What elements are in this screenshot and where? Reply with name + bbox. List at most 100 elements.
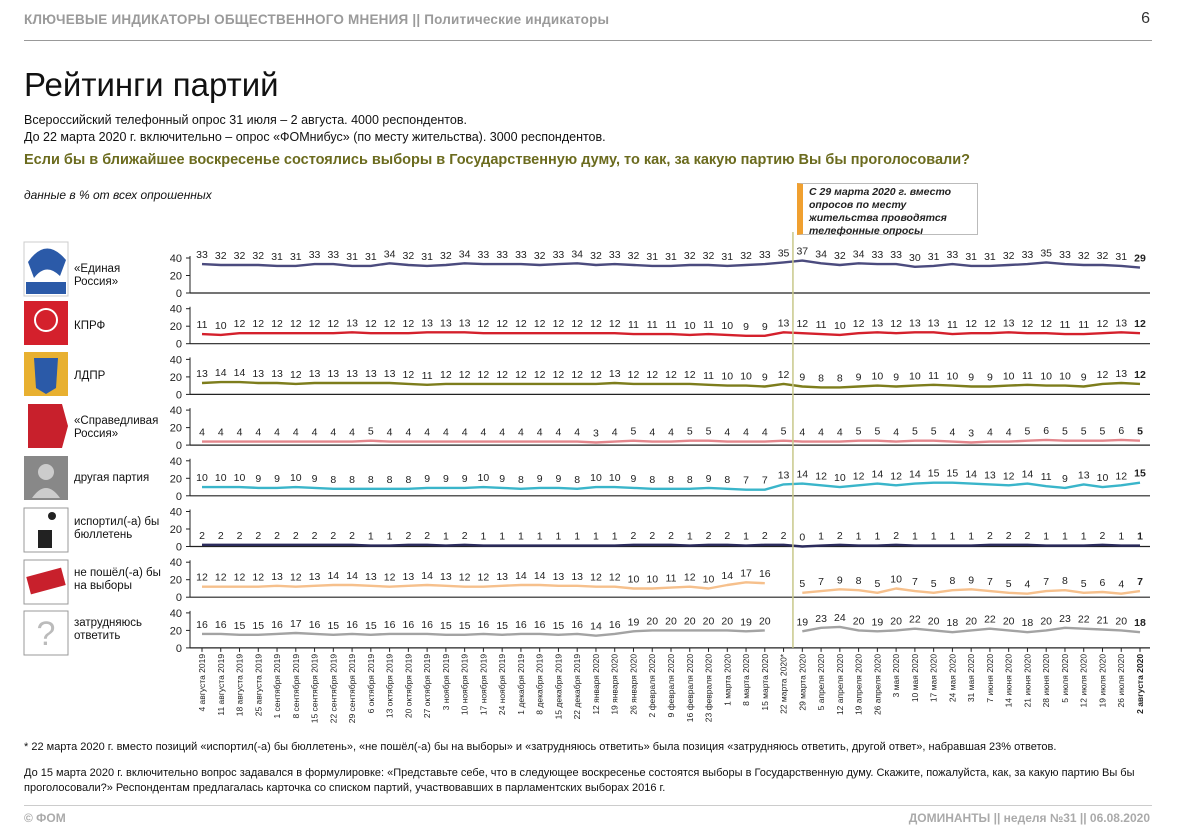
value-label: 13 xyxy=(271,571,283,583)
value-label: 9 xyxy=(837,574,843,586)
value-label: 11 xyxy=(816,319,827,331)
footnote: * 22 марта 2020 г. вместо позиций «испор… xyxy=(24,741,1057,753)
value-label: 13 xyxy=(440,571,452,583)
value-label: 12 xyxy=(1097,369,1109,381)
value-label: 13 xyxy=(440,317,452,329)
value-label: 33 xyxy=(890,249,902,261)
value-label: 2 xyxy=(893,530,899,542)
value-label: 16 xyxy=(215,619,227,631)
value-label: 7 xyxy=(912,576,918,588)
value-label: 31 xyxy=(928,251,940,263)
value-label: 5 xyxy=(687,426,693,438)
value-label: 9 xyxy=(893,372,899,384)
x-tick-label: 1 сентября 2019 xyxy=(272,654,282,719)
value-label: 16 xyxy=(534,619,546,631)
chart-title: Рейтинги партий xyxy=(24,66,279,103)
value-label: 4 xyxy=(893,427,899,439)
value-label: 14 xyxy=(909,469,921,481)
value-label: 4 xyxy=(1118,579,1124,591)
icon-spoiled xyxy=(23,507,69,553)
value-label: 1 xyxy=(931,531,937,543)
icon-er xyxy=(23,241,69,297)
value-label: 12 xyxy=(234,318,246,330)
value-label: 9 xyxy=(556,473,562,485)
value-label: 4 xyxy=(199,427,205,439)
x-tick-label: 9 февраля 2020 xyxy=(666,654,676,718)
x-tick-label: 13 октября 2019 xyxy=(385,654,395,719)
value-label: 2 xyxy=(1100,530,1106,542)
x-tick-label: 8 декабря 2019 xyxy=(535,654,545,715)
value-label: 2 xyxy=(330,530,336,542)
value-label: 12 xyxy=(252,318,264,330)
y-tick-label: 20 xyxy=(170,473,182,485)
value-label: 20 xyxy=(703,615,715,627)
value-label: 10 xyxy=(1097,472,1109,484)
value-label: 1 xyxy=(874,531,880,543)
value-label: 32 xyxy=(628,250,640,262)
value-label: 22 xyxy=(909,614,921,626)
value-label: 5 xyxy=(931,426,937,438)
value-label: 12 xyxy=(778,369,790,381)
value-label: 2 xyxy=(706,530,712,542)
value-label: 12 xyxy=(853,318,865,330)
value-label: 12 xyxy=(234,572,246,584)
value-label: 5 xyxy=(1025,426,1031,438)
value-label: 12 xyxy=(515,369,527,381)
value-label: 9 xyxy=(968,372,974,384)
value-label: 12 xyxy=(515,318,527,330)
value-label: 13 xyxy=(365,368,377,380)
x-tick-label: 19 июля 2020 xyxy=(1098,654,1108,708)
value-label: 11 xyxy=(666,319,677,331)
footnote: До 15 марта 2020 г. включительно вопрос … xyxy=(24,767,1135,794)
value-label: 13 xyxy=(309,368,321,380)
value-label: 20 xyxy=(721,615,733,627)
value-label: 13 xyxy=(421,317,433,329)
value-label: 2 xyxy=(349,530,355,542)
value-label: 10 xyxy=(947,371,959,383)
value-label: 8 xyxy=(856,575,862,587)
value-label: 8 xyxy=(518,474,524,486)
footer-right: ДОМИНАНТЫ || неделя №31 || 06.08.2020 xyxy=(908,811,1150,825)
value-label: 20 xyxy=(1003,615,1015,627)
value-label: 15 xyxy=(496,620,508,632)
value-label: 12 xyxy=(553,369,565,381)
value-label: 2 xyxy=(1025,530,1031,542)
x-tick-label: 15 сентября 2019 xyxy=(310,654,320,724)
y-tick-label: 0 xyxy=(176,288,182,300)
value-label: 8 xyxy=(368,474,374,486)
legend-label: КПРФ xyxy=(74,319,106,332)
value-label: 9 xyxy=(1062,473,1068,485)
x-tick-label: 22 декабря 2019 xyxy=(572,654,582,720)
value-label: 12 xyxy=(609,318,621,330)
y-tick-label: 40 xyxy=(170,405,182,417)
value-label: 12 xyxy=(590,318,602,330)
value-label: 4 xyxy=(405,427,411,439)
value-label: 20 xyxy=(1115,615,1127,627)
value-label: 16 xyxy=(309,619,321,631)
value-label: 33 xyxy=(1059,249,1071,261)
value-label: 2 xyxy=(312,530,318,542)
icon-kprf xyxy=(24,301,68,345)
value-label: 13 xyxy=(872,317,884,329)
legend-label: «Справедливая Россия» xyxy=(74,414,159,440)
value-label: 33 xyxy=(496,249,508,261)
value-label: 23 xyxy=(815,613,827,625)
value-label: 2 xyxy=(405,530,411,542)
value-label: 14 xyxy=(590,621,602,633)
value-label: 1 xyxy=(856,531,862,543)
value-label: 33 xyxy=(609,249,621,261)
value-label: 12 xyxy=(984,318,996,330)
y-tick-label: 40 xyxy=(170,456,182,468)
value-label: 13 xyxy=(309,571,321,583)
value-label: 33 xyxy=(327,249,339,261)
value-label: 8 xyxy=(1062,575,1068,587)
value-label: 12 xyxy=(496,318,508,330)
value-label: 16 xyxy=(196,619,208,631)
value-label: 10 xyxy=(609,472,621,484)
value-label: 12 xyxy=(215,572,227,584)
y-tick-label: 0 xyxy=(176,542,182,554)
value-label: 1 xyxy=(387,531,393,543)
icon-hard: ? xyxy=(23,610,69,656)
value-label: 33 xyxy=(196,249,208,261)
y-tick-label: 0 xyxy=(176,592,182,604)
